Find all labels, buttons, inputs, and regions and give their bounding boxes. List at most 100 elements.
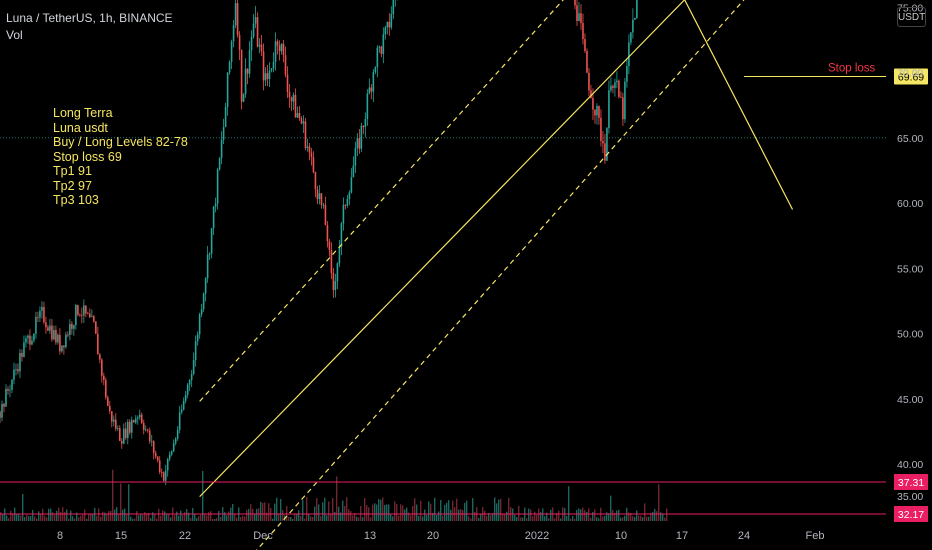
candle-body — [364, 118, 367, 127]
y-tick-label: 35.00 — [897, 491, 923, 503]
y-tick-label: 70.00 — [897, 68, 923, 80]
candle-body — [126, 421, 129, 439]
volume-bar — [8, 518, 10, 521]
candle-body — [340, 223, 343, 247]
candle-body — [27, 335, 29, 339]
volume-bar — [266, 512, 268, 521]
candle-body — [61, 345, 63, 352]
candle-body — [109, 405, 111, 412]
volume-bar — [120, 483, 122, 521]
volume-bar — [480, 513, 482, 521]
volume-bar — [470, 518, 472, 521]
candle-body — [224, 106, 227, 128]
volume-bar — [408, 512, 410, 521]
volume-bar — [30, 516, 32, 521]
x-tick-label: 8 — [57, 530, 63, 542]
volume-bar — [564, 508, 566, 521]
volume-bar — [282, 509, 284, 521]
candle-body — [180, 409, 183, 413]
volume-bar — [292, 518, 294, 521]
volume-bar — [598, 518, 600, 521]
volume-bar — [52, 512, 54, 521]
candle-body — [380, 46, 383, 54]
candle-body — [190, 374, 193, 381]
candle-body — [382, 34, 385, 54]
volume-bar — [540, 512, 542, 521]
volume-bar — [332, 498, 334, 521]
volume-bar — [644, 503, 646, 521]
volume-bar — [312, 516, 314, 521]
volume-bar — [440, 500, 442, 521]
volume-bar — [462, 509, 464, 521]
volume-bar — [146, 513, 148, 521]
volume-bar — [472, 498, 474, 521]
currency-button[interactable]: USDT — [897, 7, 926, 27]
volume-bar — [436, 514, 438, 521]
candle-body — [368, 87, 371, 94]
volume-bar — [594, 509, 596, 521]
volume-bar — [158, 508, 160, 521]
volume-bar — [228, 511, 230, 521]
candle-body — [392, 0, 395, 15]
candle-body — [244, 68, 247, 95]
candle-body — [134, 418, 137, 423]
candle-body — [49, 325, 51, 331]
candle-body — [584, 39, 586, 51]
stop-loss-label: Stop loss — [828, 63, 876, 75]
candle-body — [268, 70, 271, 80]
volume-bar — [516, 517, 518, 521]
channel-lower-line — [256, 0, 745, 550]
volume-bar — [522, 517, 524, 521]
volume-bar — [160, 515, 162, 521]
volume-bar — [468, 516, 470, 521]
volume-bar — [550, 509, 552, 521]
volume-bar — [348, 509, 350, 521]
candle-body — [83, 305, 85, 316]
candle-body — [65, 334, 67, 348]
candle-body — [130, 420, 133, 433]
volume-bar — [486, 515, 488, 521]
candle-body — [69, 323, 71, 336]
volume-bar — [404, 509, 406, 521]
candle-body — [204, 278, 207, 294]
candle-body — [370, 87, 373, 92]
volume-bar — [140, 514, 142, 521]
candle-body — [174, 438, 177, 444]
volume-bar — [430, 503, 432, 521]
volume-label: Vol — [6, 28, 23, 42]
volume-bar — [224, 512, 226, 521]
candle-body — [196, 334, 199, 342]
note-line: Tp1 91 — [53, 164, 92, 178]
volume-bar — [244, 516, 246, 521]
x-tick-label: Dec — [253, 530, 273, 542]
volume-bar — [616, 510, 618, 521]
volume-bar — [48, 508, 50, 521]
volume-bar — [250, 504, 252, 521]
volume-bar — [10, 510, 12, 521]
volume-bar — [602, 516, 604, 521]
volume-bar — [132, 518, 134, 521]
candle-body — [160, 472, 163, 473]
volume-bar — [514, 514, 516, 521]
volume-bar — [326, 515, 328, 521]
volume-bar — [254, 513, 256, 521]
volume-bar — [84, 509, 86, 521]
volume-bar — [422, 516, 424, 521]
candle-body — [97, 333, 99, 355]
candle-body — [282, 43, 285, 56]
candle-body — [170, 451, 173, 455]
candle-body — [578, 13, 580, 22]
note-line: Tp2 97 — [53, 178, 92, 193]
volume-bar — [640, 515, 642, 521]
volume-bar — [366, 505, 368, 521]
volume-level-label: 32.17 — [898, 509, 924, 521]
volume-bar — [466, 500, 468, 521]
candle-body — [0, 411, 1, 418]
volume-bar — [558, 510, 560, 521]
volume-bar — [478, 517, 480, 521]
candle-body — [318, 193, 321, 200]
note-line: Long Terra — [53, 106, 113, 120]
candle-body — [124, 428, 127, 439]
candle-body — [33, 333, 35, 341]
